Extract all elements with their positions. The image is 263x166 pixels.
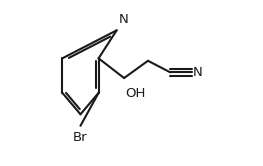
Text: OH: OH bbox=[126, 87, 146, 100]
Text: Br: Br bbox=[73, 131, 88, 144]
Text: N: N bbox=[193, 66, 203, 79]
Text: N: N bbox=[118, 13, 128, 26]
